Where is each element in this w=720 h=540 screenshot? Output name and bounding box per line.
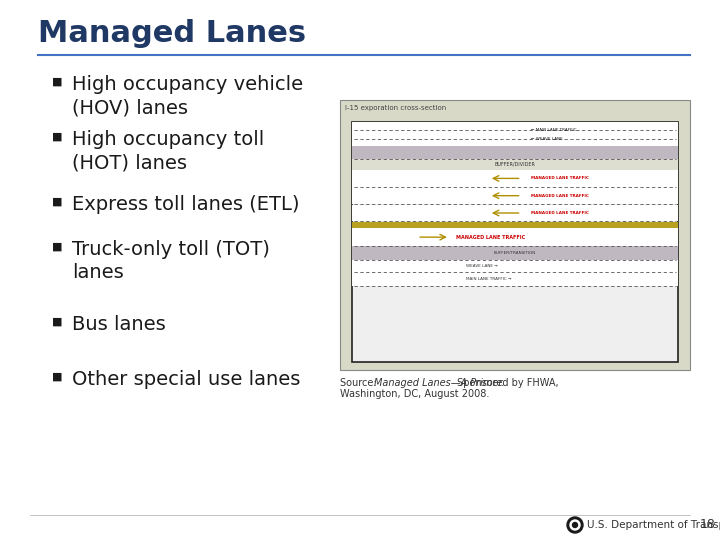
Bar (352, 170, 678, 187)
Bar (352, 146, 678, 159)
Text: Washington, DC, August 2008.: Washington, DC, August 2008. (340, 389, 490, 399)
Bar (352, 272, 678, 286)
Text: MANAGED LANE TRAFFIC: MANAGED LANE TRAFFIC (531, 211, 589, 215)
Text: ← WEAVE LANE: ← WEAVE LANE (531, 137, 563, 141)
Text: ← MAIN LANE TRAFFIC: ← MAIN LANE TRAFFIC (531, 129, 577, 132)
Text: ■: ■ (52, 197, 63, 207)
Bar (352, 205, 678, 221)
Bar (352, 159, 678, 170)
Circle shape (570, 520, 580, 530)
Text: Truck-only toll (TOT)
lanes: Truck-only toll (TOT) lanes (72, 240, 270, 282)
Bar (352, 260, 678, 272)
Bar (352, 222, 678, 228)
Text: High occupancy vehicle
(HOV) lanes: High occupancy vehicle (HOV) lanes (72, 75, 303, 118)
Text: BUFFER/TRANSITION: BUFFER/TRANSITION (494, 251, 536, 255)
Text: MAIN LANE TRAFFIC →: MAIN LANE TRAFFIC → (466, 277, 512, 281)
Bar (352, 246, 678, 260)
Text: Sponsored by FHWA,: Sponsored by FHWA, (454, 378, 559, 388)
Text: 18: 18 (700, 518, 716, 531)
Text: BUFFER/DIVIDER: BUFFER/DIVIDER (495, 162, 536, 167)
Text: High occupancy toll
(HOT) lanes: High occupancy toll (HOT) lanes (72, 130, 264, 172)
Text: ■: ■ (52, 132, 63, 142)
Text: ■: ■ (52, 77, 63, 87)
Text: WEAVE LANE →: WEAVE LANE → (466, 264, 498, 268)
Circle shape (567, 517, 583, 533)
Text: U.S. Department of Transportation: U.S. Department of Transportation (587, 520, 720, 530)
Text: Managed Lanes—A Primer.: Managed Lanes—A Primer. (374, 378, 505, 388)
Bar (352, 122, 678, 146)
Text: Bus lanes: Bus lanes (72, 315, 166, 334)
Bar (352, 122, 678, 362)
Text: Source:: Source: (340, 378, 379, 388)
Text: MANAGED LANE TRAFFIC: MANAGED LANE TRAFFIC (531, 177, 589, 180)
Text: MANAGED LANE TRAFFIC: MANAGED LANE TRAFFIC (531, 194, 589, 198)
Text: Other special use lanes: Other special use lanes (72, 370, 300, 389)
Text: ■: ■ (52, 372, 63, 382)
Text: ■: ■ (52, 317, 63, 327)
Bar (352, 187, 678, 204)
Text: Express toll lanes (ETL): Express toll lanes (ETL) (72, 195, 300, 214)
Bar (352, 228, 678, 246)
Text: MANAGED LANE TRAFFIC: MANAGED LANE TRAFFIC (456, 235, 526, 240)
Text: ■: ■ (52, 242, 63, 252)
Circle shape (572, 523, 577, 528)
Bar (340, 100, 690, 370)
Text: Managed Lanes: Managed Lanes (38, 19, 306, 48)
Text: I-15 exporation cross-section: I-15 exporation cross-section (345, 105, 446, 111)
